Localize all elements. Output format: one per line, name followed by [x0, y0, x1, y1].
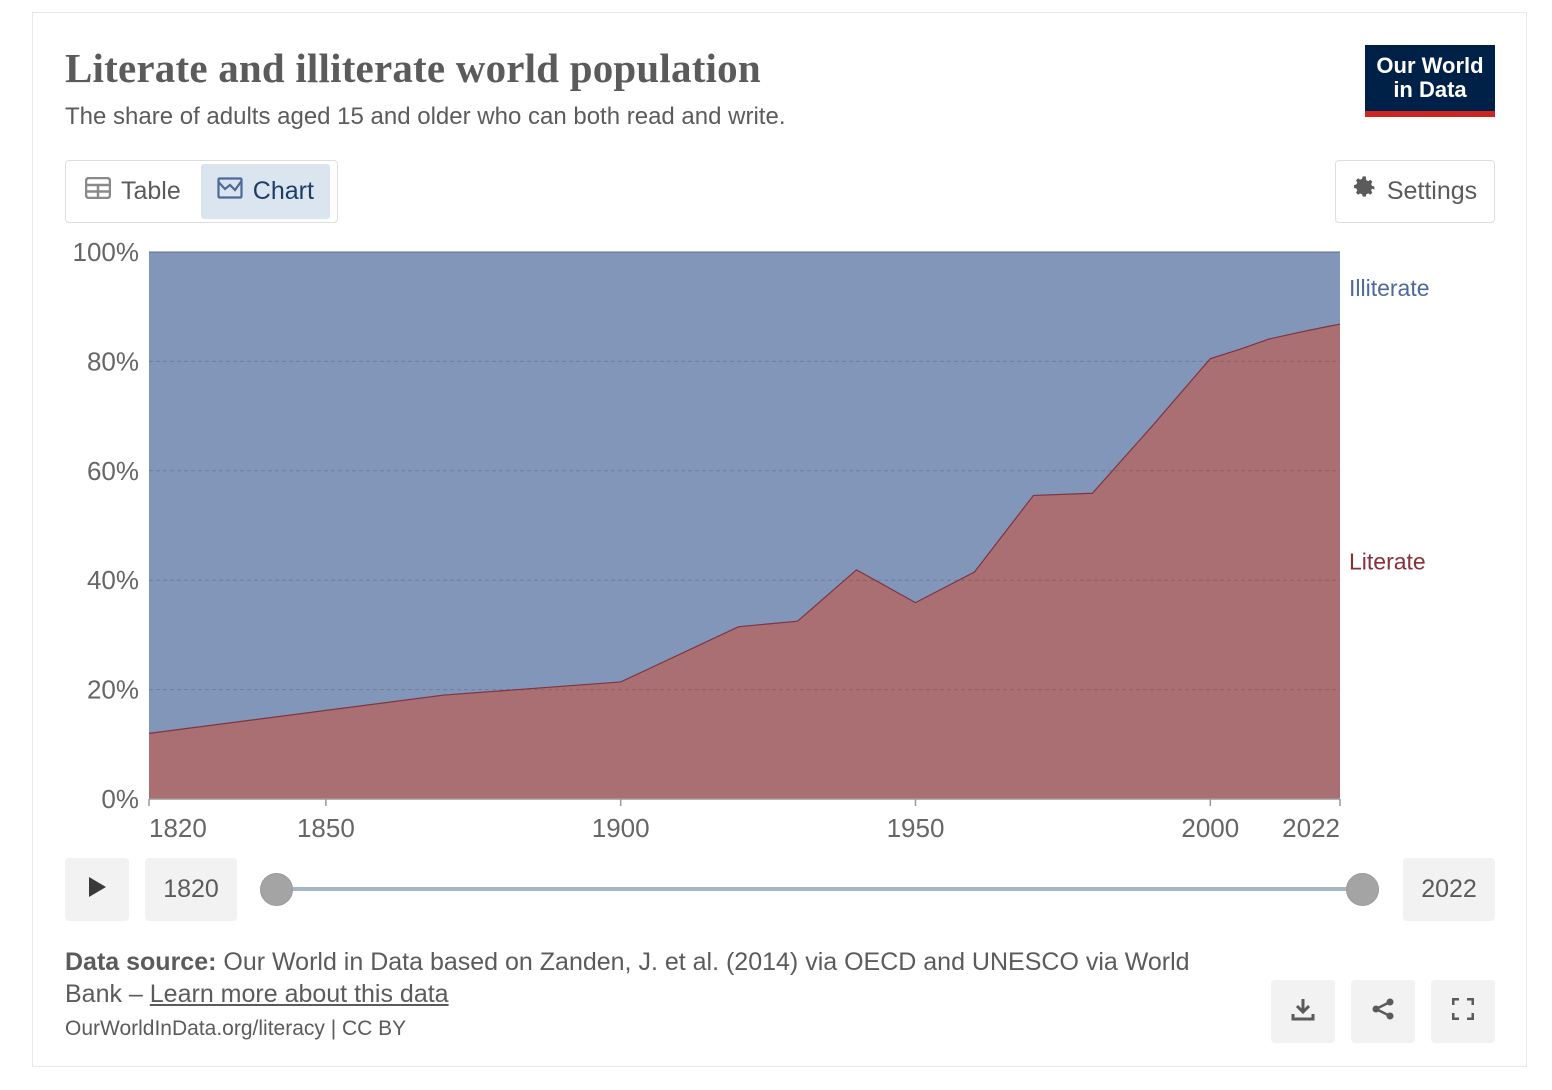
page-title: Literate and illiterate world population — [65, 45, 761, 91]
x-tick-label: 1850 — [297, 813, 355, 843]
x-tick-label: 1820 — [149, 813, 207, 843]
area-chart: 0% 20% 40% 60% 80% 100% 1820 1850 1900 1950 2000 20… — [73, 237, 1430, 843]
learn-more-link[interactable]: Learn more about this data — [149, 980, 449, 1008]
share-icon — [1371, 997, 1395, 1026]
fullscreen-icon — [1451, 997, 1475, 1025]
settings-label: Settings — [1386, 177, 1478, 205]
logo-line-1: Our World — [1376, 53, 1484, 78]
data-source: Data source: Our World in Data based on … — [65, 946, 1225, 1010]
play-icon — [87, 876, 107, 903]
series-label-literate: Literate — [1349, 549, 1426, 575]
x-tick-label: 1950 — [887, 813, 945, 843]
tab-table-label: Table — [121, 177, 181, 205]
chart-frame — [32, 12, 1527, 1067]
timeline-start-year[interactable]: 1820 — [145, 858, 237, 921]
y-tick-label: 100% — [73, 237, 140, 267]
x-tick-label: 1900 — [592, 813, 650, 843]
settings-button[interactable]: Settings — [1335, 160, 1495, 223]
tab-chart-label: Chart — [252, 177, 314, 205]
gear-icon — [1353, 176, 1377, 207]
y-tick-label: 20% — [87, 675, 139, 705]
timeline-end-handle[interactable] — [1346, 873, 1379, 906]
source-text: Our World in Data based on Zanden, J. et… — [65, 948, 1190, 1008]
series-label-illiterate: Illiterate — [1349, 275, 1430, 301]
view-tabs: Table Chart — [65, 160, 338, 223]
timeline-start-handle[interactable] — [260, 873, 293, 906]
source-prefix: Data source: — [65, 948, 217, 976]
timeline-end-year[interactable]: 2022 — [1403, 858, 1495, 921]
page-subtitle: The share of adults aged 15 and older wh… — [65, 103, 786, 130]
fullscreen-button[interactable] — [1431, 980, 1495, 1043]
y-tick-label: 40% — [87, 565, 139, 595]
share-button[interactable] — [1351, 980, 1415, 1043]
timeline-track[interactable] — [277, 887, 1362, 891]
x-tick-label: 2022 — [1282, 813, 1340, 843]
area-illiterate — [149, 252, 1340, 734]
download-button[interactable] — [1271, 980, 1335, 1043]
y-tick-label: 60% — [87, 456, 139, 486]
owid-logo[interactable]: Our World in Data — [1365, 45, 1495, 117]
y-tick-label: 80% — [87, 346, 139, 376]
logo-line-2: in Data — [1393, 77, 1467, 102]
tab-table[interactable]: Table — [69, 164, 197, 219]
chart-icon — [217, 177, 243, 206]
area-literate — [149, 324, 1340, 799]
y-tick-label: 0% — [101, 784, 139, 814]
table-icon — [84, 176, 112, 206]
tab-chart[interactable]: Chart — [200, 164, 330, 219]
download-icon — [1290, 996, 1316, 1027]
line-literate — [148, 323, 1341, 734]
footer-url[interactable]: OurWorldInData.org/literacy | CC BY — [65, 1017, 407, 1040]
x-tick-label: 2000 — [1181, 813, 1239, 843]
play-button[interactable] — [65, 858, 129, 921]
